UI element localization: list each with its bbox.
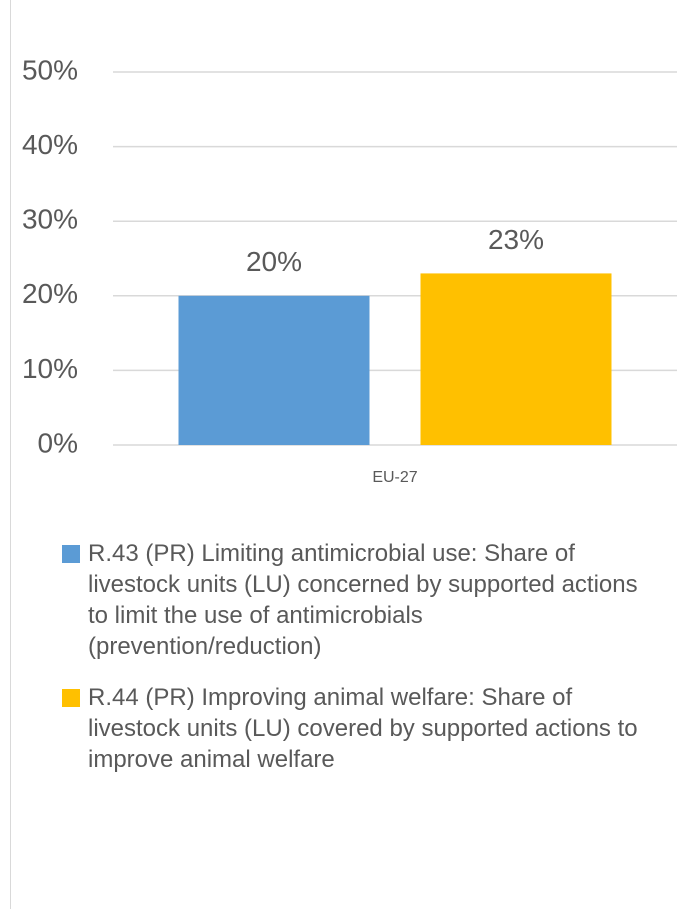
data-label: 20% [246, 246, 302, 277]
bar [178, 295, 370, 445]
legend-item: R.43 (PR) Limiting antimicrobial use: Sh… [62, 538, 662, 662]
legend-swatch [62, 689, 80, 707]
y-tick-label: 40% [22, 129, 78, 160]
legend-label: R.43 (PR) Limiting antimicrobial use: Sh… [88, 540, 638, 660]
y-tick-label: 50% [22, 54, 78, 85]
y-tick-label: 10% [22, 353, 78, 384]
legend-item: R.44 (PR) Improving animal welfare: Shar… [62, 682, 662, 775]
y-tick-label: 0% [38, 427, 78, 458]
y-tick-label: 30% [22, 204, 78, 235]
y-tick-label: 20% [22, 278, 78, 309]
bar [420, 273, 612, 445]
data-label: 23% [488, 224, 544, 255]
legend-swatch [62, 545, 80, 563]
x-tick-label: EU-27 [372, 469, 417, 486]
legend-label: R.44 (PR) Improving animal welfare: Shar… [88, 684, 638, 773]
legend: R.43 (PR) Limiting antimicrobial use: Sh… [62, 538, 662, 795]
